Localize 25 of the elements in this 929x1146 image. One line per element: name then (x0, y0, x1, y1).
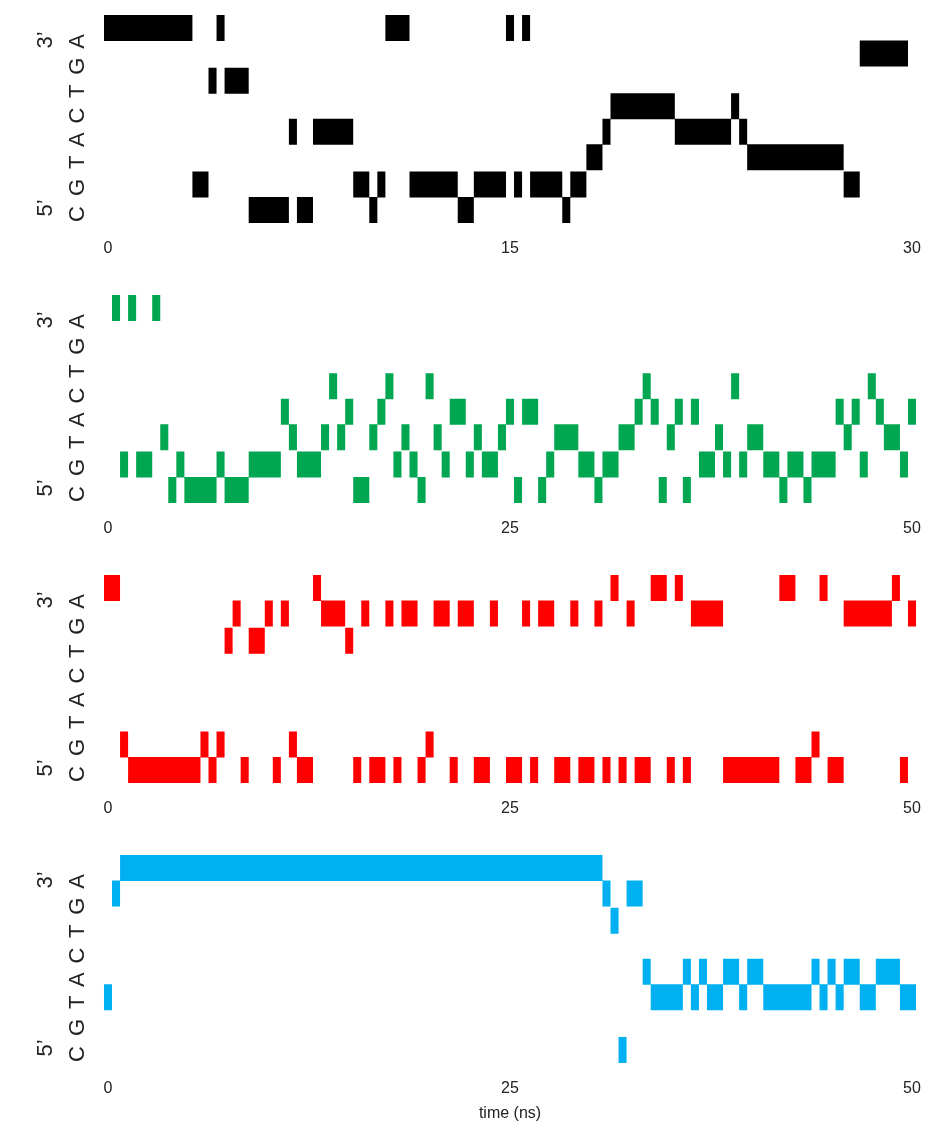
x-tick-label: 50 (903, 799, 921, 816)
x-tick-label: 0 (103, 799, 113, 816)
x-tick-label: 25 (501, 1079, 519, 1096)
text: 3’ (31, 31, 57, 49)
text: 3’ (31, 311, 57, 329)
x-tick-label: 0 (103, 1079, 113, 1096)
x-tick-label: 25 (501, 519, 519, 536)
text: 3’ (31, 871, 57, 889)
text: 5’ (31, 759, 57, 777)
x-tick-label: 50 (903, 519, 921, 536)
text: 5’ (31, 479, 57, 497)
y-axis-title: C G T A C T G A (63, 872, 89, 1062)
text: 3’ (31, 591, 57, 609)
x-tick-label: 15 (501, 239, 519, 256)
y-axis-title: C G T A C T G A (63, 312, 89, 502)
text: 5’ (31, 1039, 57, 1057)
text: 5’ (31, 199, 57, 217)
y-axis-title: C G T A C T G A (63, 32, 89, 222)
x-tick-label: 50 (903, 1079, 921, 1096)
x-tick-label: 25 (501, 799, 519, 816)
x-tick-label: 0 (103, 519, 113, 536)
x-tick-label: 30 (903, 239, 921, 256)
x-axis-title: time (ns) (478, 1104, 542, 1121)
y-axis-title: C G T A C T G A (63, 592, 89, 782)
x-tick-label: 0 (103, 239, 113, 256)
